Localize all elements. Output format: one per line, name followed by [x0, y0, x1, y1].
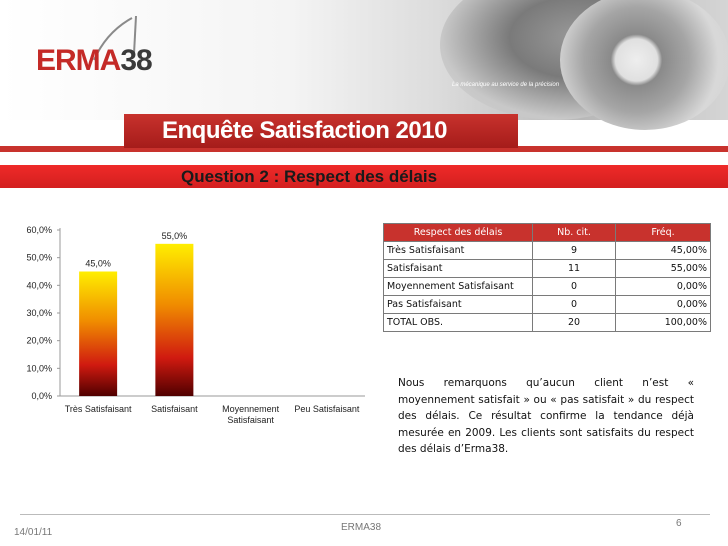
- bar: [155, 243, 194, 396]
- table-cell: 20: [532, 313, 616, 332]
- header-background: [0, 0, 728, 130]
- x-category-label: Satisfaisant: [151, 404, 198, 414]
- table-cell: Pas Satisfaisant: [383, 295, 533, 314]
- footer-divider: [20, 514, 710, 515]
- table-cell: 9: [532, 241, 616, 260]
- table-cell: 100,00%: [615, 313, 711, 332]
- table-header: Nb. cit.: [532, 223, 616, 242]
- bar: [79, 271, 118, 396]
- footer-company: ERMA38: [341, 522, 382, 533]
- logo-swoosh-icon: [93, 15, 137, 61]
- table-row: Très Satisfaisant 9 45,00%: [383, 241, 711, 260]
- table-header: Respect des délais: [383, 223, 533, 242]
- table-header-row: Respect des délais Nb. cit. Fréq.: [383, 223, 711, 242]
- y-tick-label: 50,0%: [26, 253, 52, 263]
- results-table: Respect des délais Nb. cit. Fréq. Très S…: [383, 223, 711, 332]
- x-category-label: Peu Satisfaisant: [294, 404, 360, 414]
- conclusion-text: Nous remarquons qu’aucun client n’est « …: [398, 377, 694, 455]
- table-cell: Moyennement Satisfaisant: [383, 277, 533, 296]
- y-tick-label: 30,0%: [26, 308, 52, 318]
- y-tick-label: 0,0%: [31, 391, 52, 401]
- y-tick-label: 40,0%: [26, 280, 52, 290]
- table-header: Fréq.: [615, 223, 711, 242]
- footer-date: 14/01/11: [14, 527, 53, 538]
- banner-title: Enquête Satisfaction 2010: [162, 117, 447, 144]
- data-label: 45,0%: [85, 259, 111, 269]
- table-cell: 0: [532, 277, 616, 296]
- table-row: Pas Satisfaisant 0 0,00%: [383, 295, 711, 314]
- table-cell: 55,00%: [615, 259, 711, 278]
- table-cell: Satisfaisant: [383, 259, 533, 278]
- subtitle-bar: [0, 165, 728, 188]
- title-banner: [124, 114, 518, 148]
- table-cell: TOTAL OBS.: [383, 313, 533, 332]
- table-cell: 0,00%: [615, 295, 711, 314]
- table-row: Satisfaisant 11 55,00%: [383, 259, 711, 278]
- table-cell: 11: [532, 259, 616, 278]
- y-tick-label: 60,0%: [26, 225, 52, 235]
- y-tick-label: 20,0%: [26, 336, 52, 346]
- data-label: 55,0%: [162, 231, 188, 241]
- erma38-logo: ERMA38: [36, 44, 153, 77]
- tagline: La mécanique au service de la précision: [452, 82, 560, 88]
- x-category-label: Moyennement: [222, 404, 280, 414]
- table-row: Moyennement Satisfaisant 0 0,00%: [383, 277, 711, 296]
- header-red-line: [0, 146, 728, 152]
- x-category-label: Satisfaisant: [227, 415, 274, 425]
- bar-chart: 0,0% 10,0% 20,0% 30,0% 40,0% 50,0% 60,0% 45,0% T…: [26, 225, 365, 425]
- table-row: TOTAL OBS. 20 100,00%: [383, 313, 711, 332]
- table-cell: 45,00%: [615, 241, 711, 260]
- table-cell: 0,00%: [615, 277, 711, 296]
- gear-decoration: [560, 0, 728, 130]
- y-tick-label: 10,0%: [26, 363, 52, 373]
- x-category-label: Très Satisfaisant: [65, 404, 132, 414]
- table-cell: 0: [532, 295, 616, 314]
- page-number: 6: [676, 518, 682, 529]
- table-cell: Très Satisfaisant: [383, 241, 533, 260]
- slide-subtitle: Question 2 : Respect des délais: [181, 167, 438, 186]
